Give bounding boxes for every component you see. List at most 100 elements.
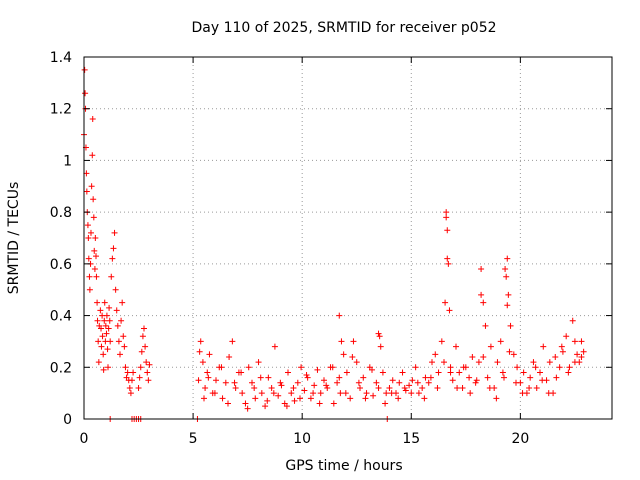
data-point bbox=[121, 343, 128, 350]
data-point bbox=[83, 188, 90, 195]
data-point bbox=[86, 286, 93, 293]
data-point bbox=[578, 353, 585, 360]
data-point bbox=[95, 338, 102, 345]
data-point bbox=[574, 351, 581, 358]
data-point bbox=[412, 364, 419, 371]
data-point bbox=[245, 364, 252, 371]
data-point bbox=[553, 374, 560, 381]
data-point bbox=[257, 374, 264, 381]
data-point bbox=[199, 359, 206, 366]
data-point bbox=[323, 382, 330, 389]
data-point bbox=[136, 374, 143, 381]
data-point bbox=[264, 397, 271, 404]
data-point bbox=[110, 245, 117, 252]
data-point bbox=[271, 343, 278, 350]
data-point bbox=[355, 379, 362, 386]
x-tick-label: 15 bbox=[402, 431, 420, 447]
data-point bbox=[232, 384, 239, 391]
data-point bbox=[580, 348, 587, 355]
data-point bbox=[475, 359, 482, 366]
data-point bbox=[94, 317, 101, 324]
data-point bbox=[314, 366, 321, 373]
data-point bbox=[82, 90, 89, 97]
data-point bbox=[324, 384, 331, 391]
data-point bbox=[90, 214, 97, 221]
data-point bbox=[146, 361, 153, 368]
data-point bbox=[343, 369, 350, 376]
data-point bbox=[91, 247, 98, 254]
data-point bbox=[487, 343, 494, 350]
data-point bbox=[255, 359, 262, 366]
data-point bbox=[480, 353, 487, 360]
data-point bbox=[533, 384, 540, 391]
data-point bbox=[222, 379, 229, 386]
data-point bbox=[89, 152, 96, 159]
data-point bbox=[388, 390, 395, 397]
x-tick-labels: 0 5 10 15 20 bbox=[80, 431, 530, 447]
data-point bbox=[362, 395, 369, 402]
data-point bbox=[311, 382, 318, 389]
data-point bbox=[143, 359, 150, 366]
data-point bbox=[108, 273, 115, 280]
data-point bbox=[408, 390, 415, 397]
data-point bbox=[493, 395, 500, 402]
data-point bbox=[449, 377, 456, 384]
data-point bbox=[97, 307, 104, 314]
data-point bbox=[303, 372, 310, 379]
data-point bbox=[395, 395, 402, 402]
x-tick-label: 10 bbox=[293, 431, 311, 447]
data-point bbox=[137, 364, 144, 371]
data-point bbox=[100, 351, 107, 358]
data-point bbox=[195, 377, 202, 384]
data-point bbox=[444, 227, 451, 234]
x-axis-label: GPS time / hours bbox=[285, 458, 402, 474]
data-point bbox=[342, 390, 349, 397]
data-point bbox=[569, 317, 576, 324]
data-point bbox=[107, 338, 114, 345]
data-point bbox=[377, 343, 384, 350]
data-point bbox=[347, 395, 354, 402]
data-point bbox=[278, 382, 285, 389]
data-point bbox=[530, 359, 537, 366]
data-point bbox=[482, 322, 489, 329]
y-tick-label: 0.6 bbox=[50, 257, 72, 273]
data-point bbox=[375, 330, 382, 337]
data-point bbox=[514, 364, 521, 371]
data-point bbox=[290, 384, 297, 391]
data-point bbox=[443, 214, 450, 221]
data-point bbox=[310, 390, 317, 397]
data-point bbox=[454, 384, 461, 391]
data-point bbox=[85, 235, 92, 241]
data-point bbox=[277, 379, 284, 386]
data-point bbox=[396, 379, 403, 386]
data-point bbox=[473, 377, 480, 384]
data-point bbox=[504, 255, 511, 262]
data-point bbox=[239, 390, 246, 397]
data-point bbox=[434, 384, 441, 391]
data-point bbox=[201, 395, 207, 402]
data-point bbox=[429, 359, 435, 366]
data-point bbox=[213, 377, 219, 384]
x-tick-label: 5 bbox=[189, 431, 198, 447]
data-point bbox=[127, 390, 134, 397]
data-point bbox=[559, 348, 566, 355]
y-tick-label: 1.4 bbox=[50, 50, 72, 66]
data-point bbox=[197, 338, 204, 345]
data-point bbox=[432, 351, 439, 358]
data-point bbox=[316, 400, 323, 407]
data-point bbox=[321, 377, 327, 384]
data-point bbox=[334, 379, 341, 386]
data-point bbox=[145, 377, 152, 384]
data-point bbox=[484, 374, 491, 381]
data-point bbox=[98, 325, 105, 332]
data-point bbox=[402, 387, 409, 394]
y-tick-label: 0.8 bbox=[50, 205, 72, 221]
data-point bbox=[251, 384, 258, 391]
data-point bbox=[92, 235, 99, 241]
data-point bbox=[375, 384, 382, 391]
data-point bbox=[389, 377, 396, 384]
data-point bbox=[360, 374, 367, 381]
y-tick-label: 1 bbox=[63, 153, 72, 169]
data-point bbox=[93, 253, 99, 260]
data-point bbox=[275, 392, 282, 399]
